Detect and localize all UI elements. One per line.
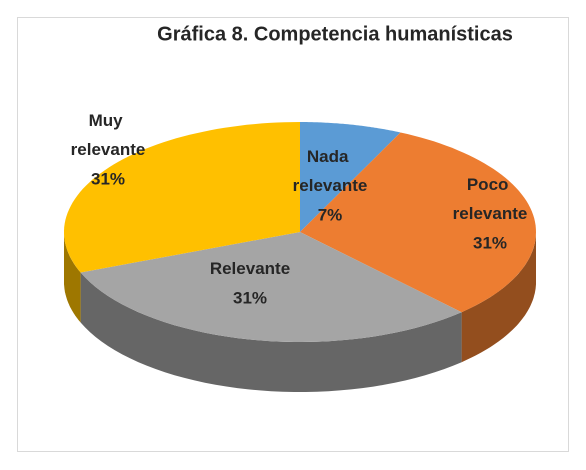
slice-side xyxy=(461,232,536,363)
data-label-value: 31% xyxy=(91,169,125,188)
slice-side xyxy=(64,232,81,323)
data-label-value: 7% xyxy=(318,205,343,224)
slice xyxy=(300,122,401,232)
data-label-value: 31% xyxy=(233,288,267,307)
chart-title: Gráfica 8. Competencia humanísticas xyxy=(157,23,513,45)
data-label-category: Relevante xyxy=(210,259,290,278)
data-label-category: Muy relevante xyxy=(71,111,146,159)
slice xyxy=(300,132,536,313)
slice-side xyxy=(80,272,462,392)
data-label-category: Nada relevante xyxy=(293,147,368,195)
data-label-category: Poco relevante xyxy=(453,175,528,223)
slice xyxy=(80,232,462,342)
slice xyxy=(64,122,300,273)
data-label-value: 31% xyxy=(473,233,507,252)
